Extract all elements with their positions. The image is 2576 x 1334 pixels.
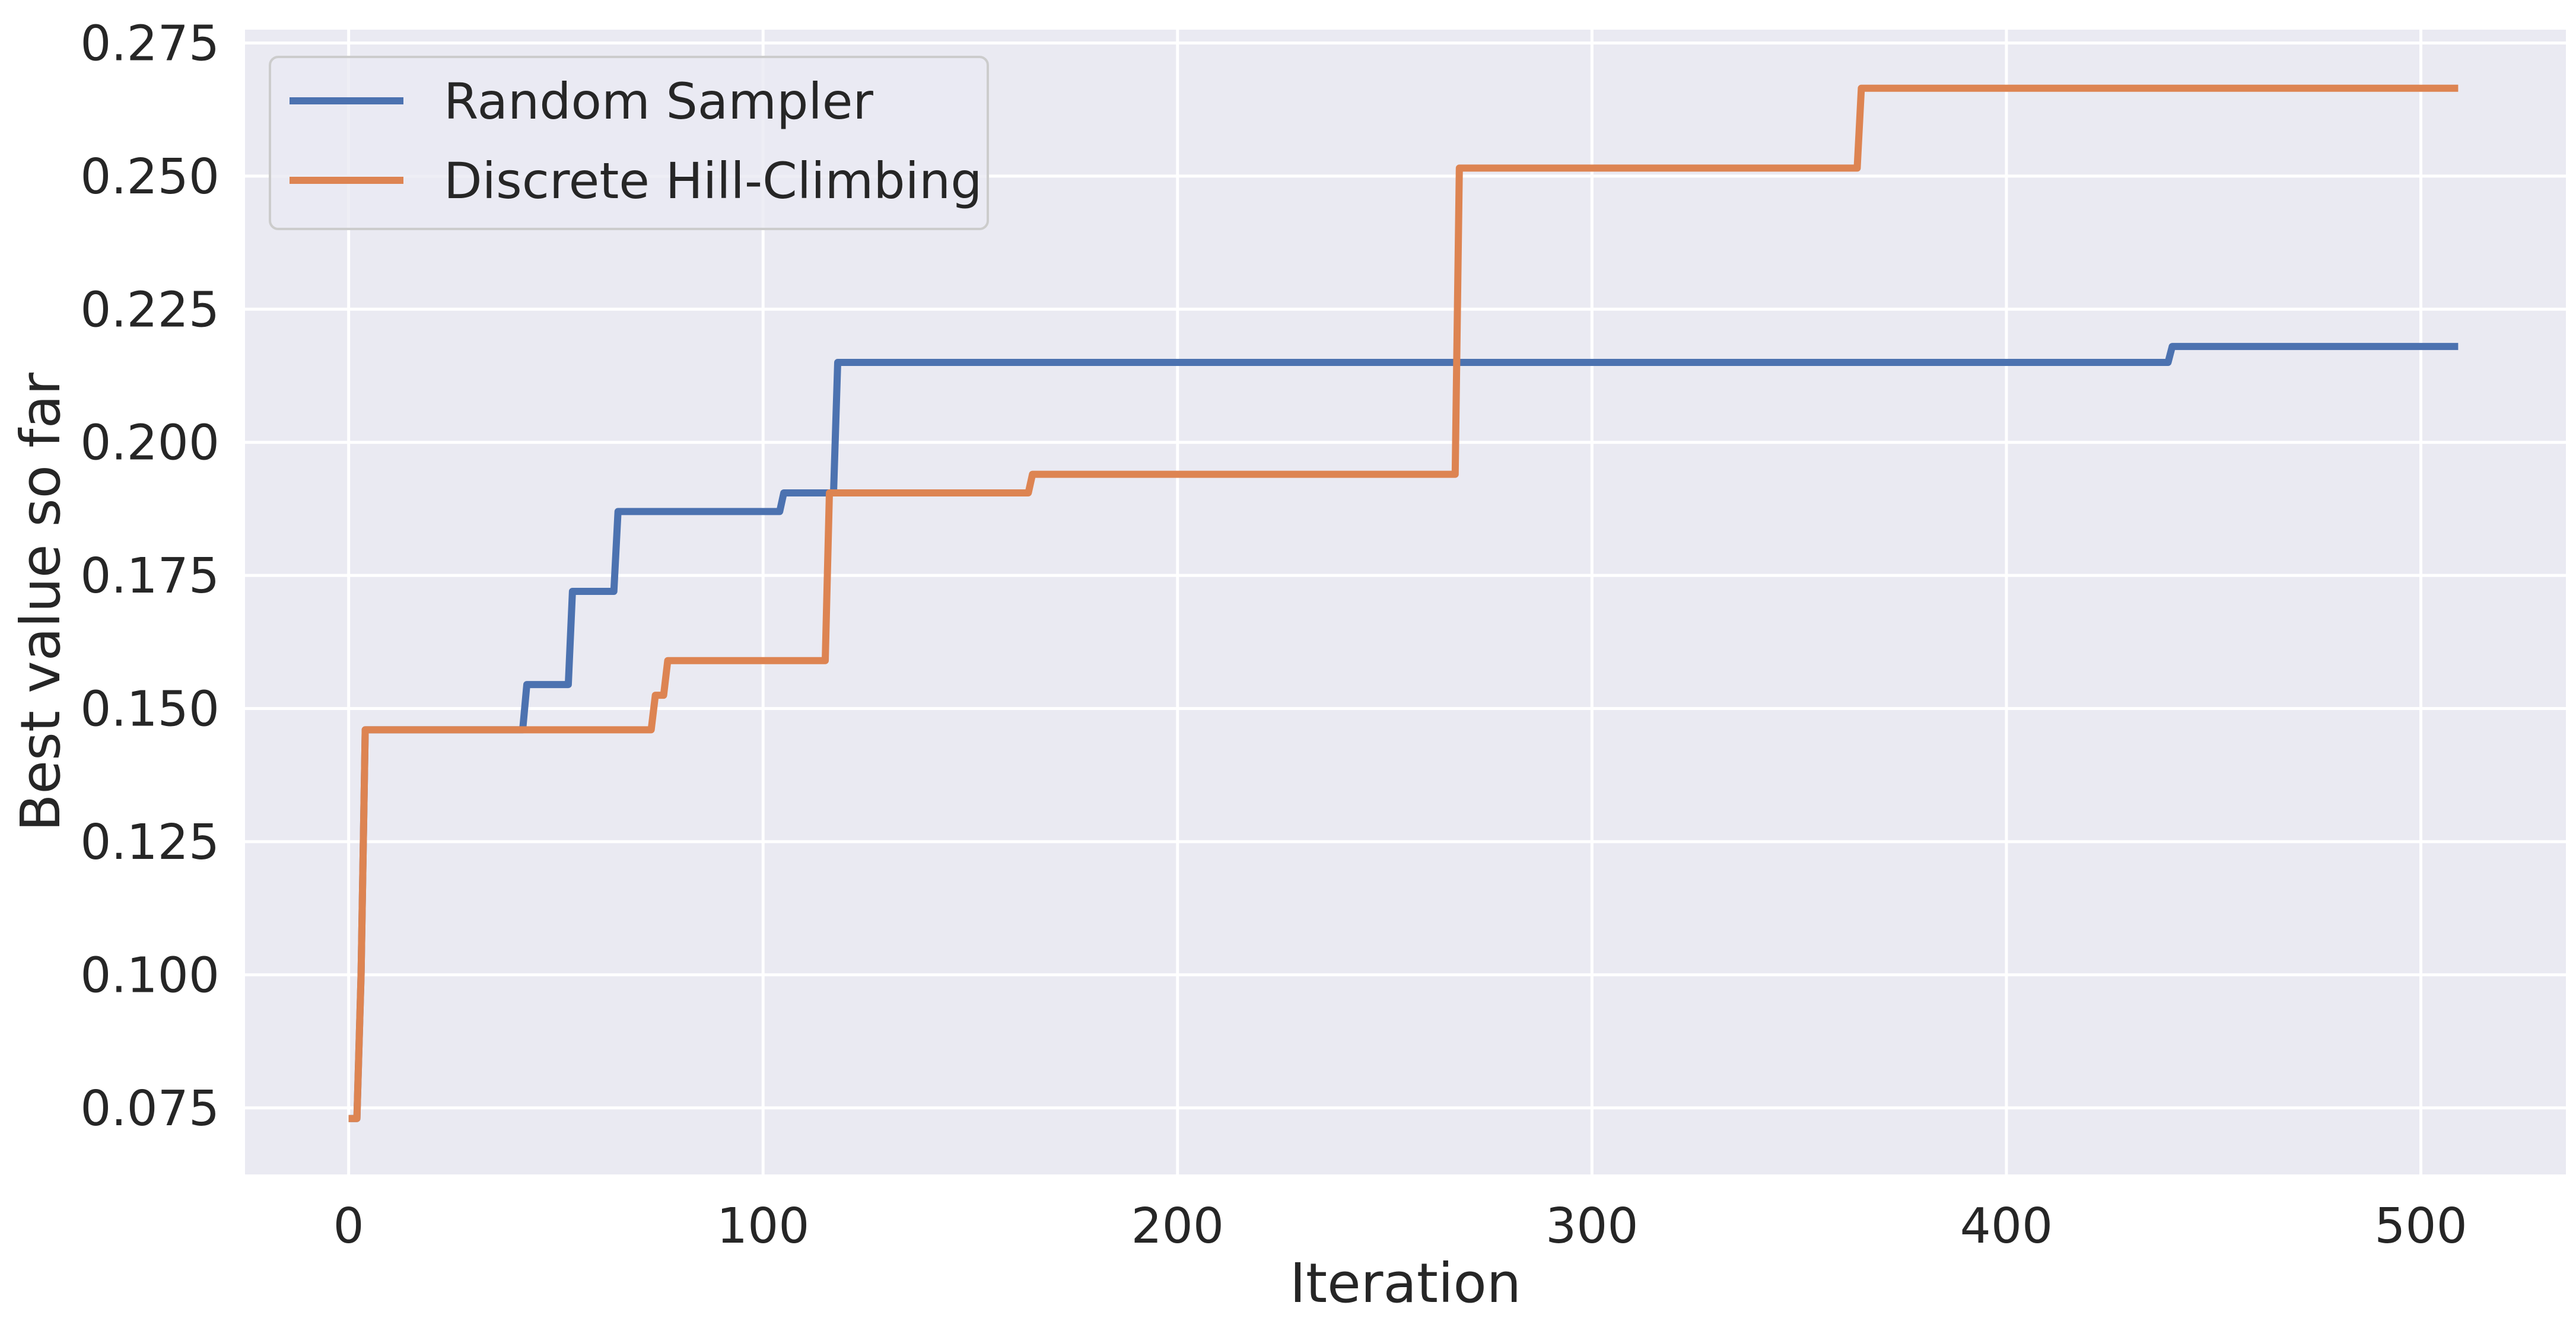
- y-tick-label: 0.075: [80, 1081, 220, 1137]
- y-tick-label: 0.200: [80, 415, 220, 472]
- x-axis-title: Iteration: [1290, 1252, 1521, 1315]
- y-tick-label: 0.125: [80, 814, 220, 871]
- legend: Random Sampler Discrete Hill-Climbing: [269, 56, 989, 230]
- x-tick-label: 500: [2374, 1198, 2467, 1255]
- x-tick-label: 400: [1960, 1198, 2053, 1255]
- y-axis-title: Best value so far: [9, 372, 72, 832]
- legend-label-random-sampler: Random Sampler: [444, 72, 873, 130]
- x-tick-label: 0: [333, 1198, 364, 1255]
- y-tick-label: 0.225: [80, 282, 220, 338]
- y-tick-label: 0.150: [80, 682, 220, 738]
- grid-lines: [245, 30, 2566, 1174]
- x-tick-labels: 0 100 200 300 400 500: [333, 1198, 2467, 1255]
- x-tick-label: 300: [1545, 1198, 1639, 1255]
- legend-entries: Random Sampler Discrete Hill-Climbing: [290, 72, 982, 210]
- y-tick-label: 0.250: [80, 149, 220, 205]
- y-tick-label: 0.100: [80, 947, 220, 1004]
- y-tick-label: 0.175: [80, 548, 220, 604]
- x-tick-label: 200: [1131, 1198, 1225, 1255]
- y-tick-label: 0.275: [80, 15, 220, 72]
- y-tick-labels: 0.075 0.100 0.125 0.150 0.175 0.200 0.225 0.250…: [80, 15, 220, 1136]
- x-tick-label: 100: [717, 1198, 810, 1255]
- series-lines: [348, 84, 2459, 1122]
- legend-label-discrete-hill-climbing: Discrete Hill-Climbing: [444, 152, 982, 210]
- series-line-discrete-hill-climbing: [348, 84, 2459, 1122]
- legend-frame: [269, 56, 989, 230]
